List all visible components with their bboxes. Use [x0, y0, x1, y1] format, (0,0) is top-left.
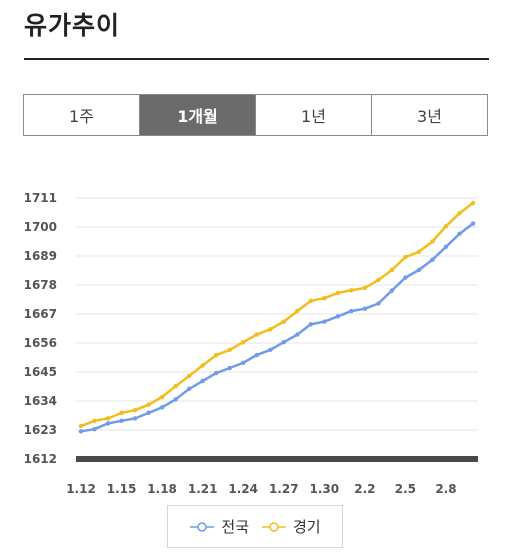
data-point-national [416, 267, 422, 273]
data-point-national [268, 347, 273, 353]
title-divider [24, 58, 489, 60]
data-point-national [146, 410, 151, 416]
data-point-gyeonggi [213, 352, 219, 358]
data-point-national [92, 427, 97, 432]
y-tick-label: 1678 [24, 278, 57, 292]
data-point-gyeonggi [105, 416, 111, 421]
y-tick-label: 1612 [24, 452, 57, 466]
data-point-national [159, 405, 165, 410]
x-tick-label: 2.5 [395, 482, 416, 496]
data-point-gyeonggi [186, 373, 192, 379]
x-axis-baseline [76, 456, 478, 462]
x-tick-label: 1.27 [269, 482, 299, 496]
data-point-gyeonggi [92, 418, 97, 423]
x-tick-label: 1.30 [310, 482, 340, 496]
data-point-national [335, 314, 341, 319]
data-point-gyeonggi [308, 298, 313, 304]
data-point-national [349, 308, 354, 314]
data-point-national [403, 275, 408, 280]
data-point-gyeonggi [78, 423, 84, 429]
data-point-national [119, 418, 124, 423]
data-point-gyeonggi [470, 200, 476, 206]
data-point-gyeonggi [430, 239, 435, 244]
x-tick-label: 1.21 [188, 482, 218, 496]
data-point-national [470, 221, 476, 226]
y-tick-label: 1689 [24, 249, 57, 263]
data-point-gyeonggi [119, 410, 124, 416]
data-point-gyeonggi [362, 285, 368, 291]
chart-legend: 전국 경기 [167, 505, 343, 548]
data-point-national [227, 365, 232, 371]
y-tick-label: 1634 [24, 394, 57, 408]
period-tabs: 1주 1개월 1년 3년 [23, 94, 488, 136]
data-point-national [200, 378, 205, 384]
y-tick-label: 1667 [24, 307, 57, 321]
legend-item-gyeonggi: 경기 [261, 516, 321, 537]
data-point-gyeonggi [254, 332, 259, 337]
data-point-national [213, 370, 219, 376]
x-tick-label: 2.8 [435, 482, 456, 496]
data-point-national [254, 352, 259, 358]
data-point-gyeonggi [159, 394, 165, 400]
data-point-gyeonggi [173, 384, 178, 389]
tab-3-year[interactable]: 3년 [417, 107, 442, 126]
series-line-gyeonggi [80, 202, 474, 428]
data-point-gyeonggi [335, 290, 341, 296]
x-tick-label: 1.12 [66, 482, 96, 496]
data-point-national [241, 360, 246, 365]
tab-1-week[interactable]: 1주 [24, 95, 140, 135]
data-point-gyeonggi [146, 402, 151, 407]
y-tick-label: 1656 [24, 336, 57, 350]
data-point-gyeonggi [322, 295, 327, 301]
data-point-gyeonggi [295, 308, 300, 314]
data-point-national [105, 421, 111, 426]
data-point-gyeonggi [403, 254, 408, 260]
x-tick-label: 1.18 [147, 482, 177, 496]
data-point-national [389, 288, 395, 293]
data-point-national [457, 231, 462, 237]
data-point-gyeonggi [200, 363, 205, 368]
page-title: 유가추이 [24, 11, 121, 40]
data-point-gyeonggi [349, 288, 354, 293]
data-point-national [430, 257, 435, 262]
data-point-gyeonggi [389, 267, 395, 273]
data-point-national [281, 340, 286, 345]
y-tick-label: 1700 [24, 220, 57, 234]
y-tick-label: 1645 [24, 365, 57, 379]
x-tick-label: 1.15 [107, 482, 137, 496]
data-point-national [376, 301, 381, 306]
tab-1-month[interactable]: 1개월 [140, 95, 256, 135]
legend-label-gyeonggi: 경기 [293, 518, 321, 536]
legend-label-national: 전국 [221, 518, 249, 536]
data-point-national [308, 322, 313, 327]
data-point-gyeonggi [443, 224, 449, 229]
data-point-national [362, 306, 368, 311]
y-tick-label: 1711 [24, 191, 57, 205]
data-point-gyeonggi [416, 249, 422, 254]
x-tick-label: 1.24 [228, 482, 258, 496]
data-point-national [295, 332, 300, 337]
data-point-national [173, 397, 178, 402]
series-line-national [80, 222, 474, 433]
data-point-national [132, 416, 138, 421]
data-point-gyeonggi [132, 408, 138, 413]
data-point-national [78, 429, 84, 434]
data-point-national [443, 244, 449, 249]
y-tick-label: 1623 [24, 423, 57, 437]
data-point-national [322, 319, 327, 324]
tab-1-year[interactable]: 1년 [256, 95, 372, 135]
data-point-gyeonggi [376, 277, 381, 283]
data-point-gyeonggi [457, 211, 462, 216]
x-tick-label: 2.2 [354, 482, 375, 496]
price-trend-chart: 1711 1700 1689 1678 1667 1656 1645 1634 1623 1612… [24, 191, 478, 496]
legend-swatch-gyeonggi-icon [262, 521, 286, 532]
data-point-gyeonggi [241, 340, 246, 345]
legend-swatch-national-icon [190, 521, 215, 532]
data-point-gyeonggi [268, 327, 273, 332]
data-point-gyeonggi [281, 319, 286, 324]
data-point-national [186, 386, 192, 392]
legend-item-national: 전국 [189, 516, 249, 537]
data-point-gyeonggi [227, 347, 232, 353]
